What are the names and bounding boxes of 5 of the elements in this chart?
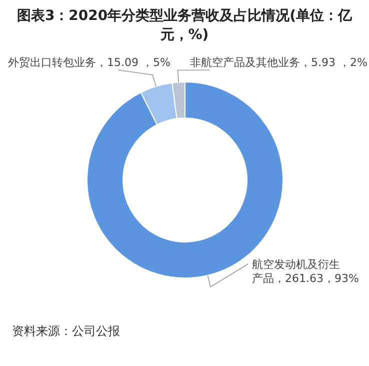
chart-title: 图表3：2020年分类型业务营收及占比情况(单位：亿元，%) [16, 8, 354, 43]
slice-label: 航空发动机及衍生产品，261.63，93% [252, 258, 359, 285]
slice-label: 外贸出口转包业务，15.09 ，5% [8, 56, 170, 69]
slice-label: 非航空产品及其他业务，5.93 ，2% [190, 56, 368, 69]
text: 资料来源：公司公报 [12, 324, 120, 338]
